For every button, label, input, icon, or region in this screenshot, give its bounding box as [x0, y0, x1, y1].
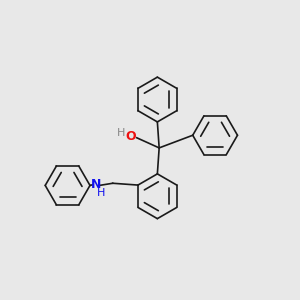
Text: H: H — [97, 188, 105, 198]
Text: H: H — [117, 128, 125, 139]
Text: N: N — [91, 178, 102, 191]
Text: O: O — [125, 130, 136, 143]
